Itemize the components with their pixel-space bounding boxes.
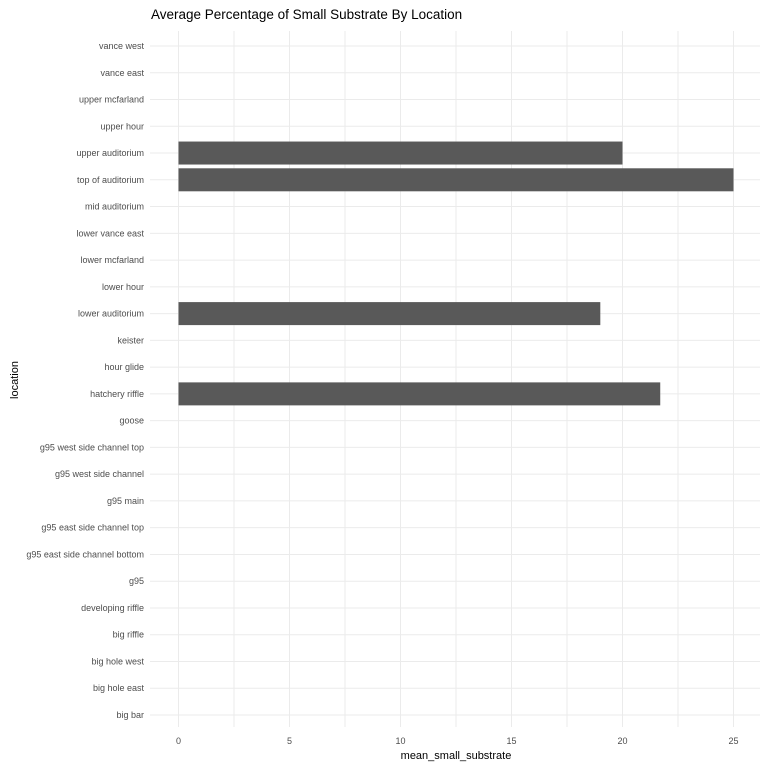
category-label: keister bbox=[117, 335, 144, 345]
category-label: g95 west side channel top bbox=[40, 442, 144, 452]
category-label: lower vance east bbox=[76, 228, 144, 238]
category-label: hatchery riffle bbox=[90, 389, 144, 399]
category-label: g95 west side channel bbox=[55, 469, 144, 479]
chart-title: Average Percentage of Small Substrate By… bbox=[151, 7, 462, 22]
bar bbox=[178, 382, 661, 406]
x-tick-label: 25 bbox=[728, 736, 738, 746]
x-tick-label: 0 bbox=[176, 736, 181, 746]
category-label: top of auditorium bbox=[77, 175, 144, 185]
category-label: lower hour bbox=[102, 282, 144, 292]
category-label: big bar bbox=[116, 710, 144, 720]
category-label: hour glide bbox=[104, 362, 144, 372]
category-label: developing riffle bbox=[81, 603, 144, 613]
category-label: lower auditorium bbox=[78, 309, 144, 319]
x-tick-label: 15 bbox=[506, 736, 516, 746]
bar bbox=[178, 141, 623, 165]
category-label: g95 bbox=[129, 576, 144, 586]
bar bbox=[178, 168, 734, 192]
category-label: big hole east bbox=[93, 683, 145, 693]
category-label: big riffle bbox=[113, 630, 144, 640]
category-label: goose bbox=[119, 416, 144, 426]
x-axis-title: mean_small_substrate bbox=[401, 750, 512, 762]
x-tick-label: 20 bbox=[617, 736, 627, 746]
y-axis-title: location bbox=[9, 361, 21, 399]
bars bbox=[178, 141, 734, 406]
category-label: vance east bbox=[100, 68, 144, 78]
category-label: upper mcfarland bbox=[79, 95, 144, 105]
category-label: big hole west bbox=[91, 656, 144, 666]
category-label: upper hour bbox=[100, 121, 144, 131]
category-label: g95 east side channel bottom bbox=[26, 549, 144, 559]
category-label: mid auditorium bbox=[85, 202, 144, 212]
category-label: vance west bbox=[99, 41, 145, 51]
x-tick-label: 5 bbox=[287, 736, 292, 746]
category-label: g95 main bbox=[107, 496, 144, 506]
bar bbox=[178, 302, 601, 326]
category-label: upper auditorium bbox=[76, 148, 144, 158]
category-label: lower mcfarland bbox=[80, 255, 144, 265]
x-tick-label: 10 bbox=[395, 736, 405, 746]
x-tick-labels: 0 5 10 15 20 25 bbox=[176, 736, 739, 746]
category-labels: big bar big hole east big hole west big rif… bbox=[26, 41, 144, 720]
category-label: g95 east side channel top bbox=[41, 523, 144, 533]
